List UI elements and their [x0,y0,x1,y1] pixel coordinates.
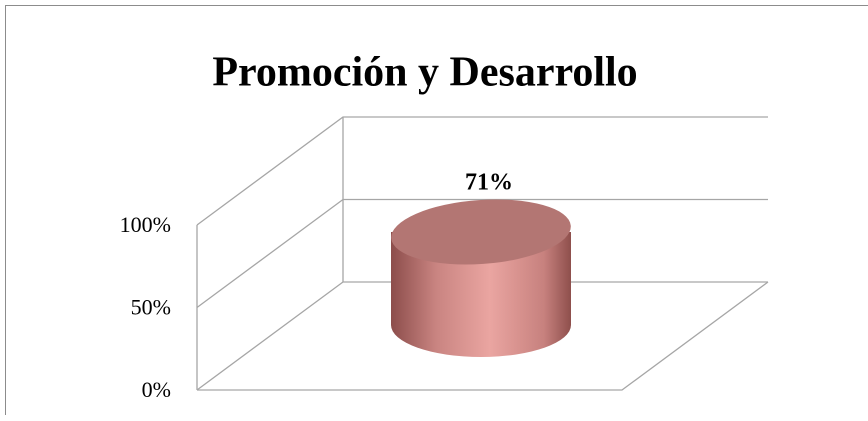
y-tick-label: 0% [142,377,171,402]
grid-line [196,116,768,226]
y-tick-label: 100% [120,212,171,237]
grid-line [196,281,768,391]
data-label: 71% [465,169,513,195]
cylinder-side [391,231,571,357]
y-tick-label: 50% [131,295,171,320]
cylinder-top [391,199,571,265]
grid-line [196,198,768,309]
chart-title: Promoción y Desarrollo [212,50,637,96]
cylinder [391,199,571,357]
floor-edge [197,281,769,391]
frame [5,5,868,415]
